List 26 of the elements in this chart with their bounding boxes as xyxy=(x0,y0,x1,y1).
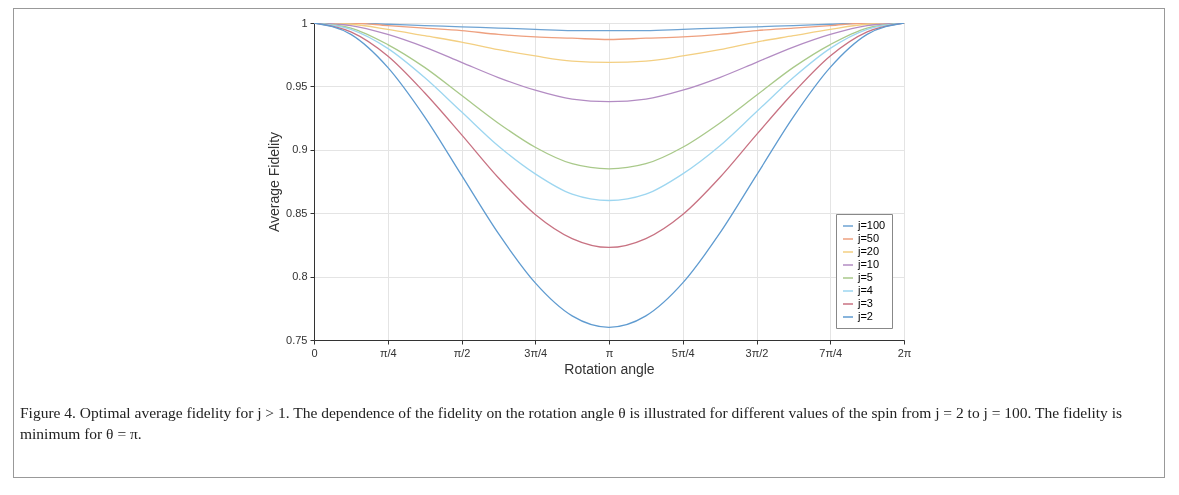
caption: Figure 4. Optimal average fidelity for j > 1. The dependence of the fidelity on the rotation angle θ is illustrated for different values of the spin from j = 2 to j = 100. The fidelity is minimum for θ = π. xyxy=(20,403,1123,444)
legend-label: j=20 xyxy=(857,245,880,257)
legend-label: j=3 xyxy=(857,297,873,309)
x-tick-label: 5π/4 xyxy=(671,346,695,359)
legend-label: j=5 xyxy=(857,271,873,283)
legend-label: j=50 xyxy=(857,232,880,244)
y-tick-label: 0.75 xyxy=(286,333,308,346)
x-tick-label: π xyxy=(605,346,614,359)
y-tick-label: 0.85 xyxy=(286,206,308,219)
legend-label: j=4 xyxy=(857,284,873,296)
legend-label: j=10 xyxy=(857,258,880,270)
x-tick-label: 2π xyxy=(897,346,912,359)
y-tick-label: 1 xyxy=(301,16,308,29)
legend-label: j=100 xyxy=(857,219,886,231)
x-tick-label: π/4 xyxy=(379,346,397,359)
x-tick-label: 3π/4 xyxy=(524,346,548,359)
x-tick-label: 3π/2 xyxy=(745,346,769,359)
x-tick-label: 7π/4 xyxy=(819,346,843,359)
x-tick-label: π/2 xyxy=(453,346,471,359)
y-tick-label: 0.9 xyxy=(292,143,308,156)
x-axis-title: Rotation angle xyxy=(564,360,655,377)
y-tick-label: 0.95 xyxy=(286,79,308,92)
y-axis-title: Average Fidelity xyxy=(266,131,283,233)
legend-label: j=2 xyxy=(857,310,873,322)
y-tick-label: 0.8 xyxy=(292,270,308,283)
x-tick-label: 0 xyxy=(311,346,318,359)
